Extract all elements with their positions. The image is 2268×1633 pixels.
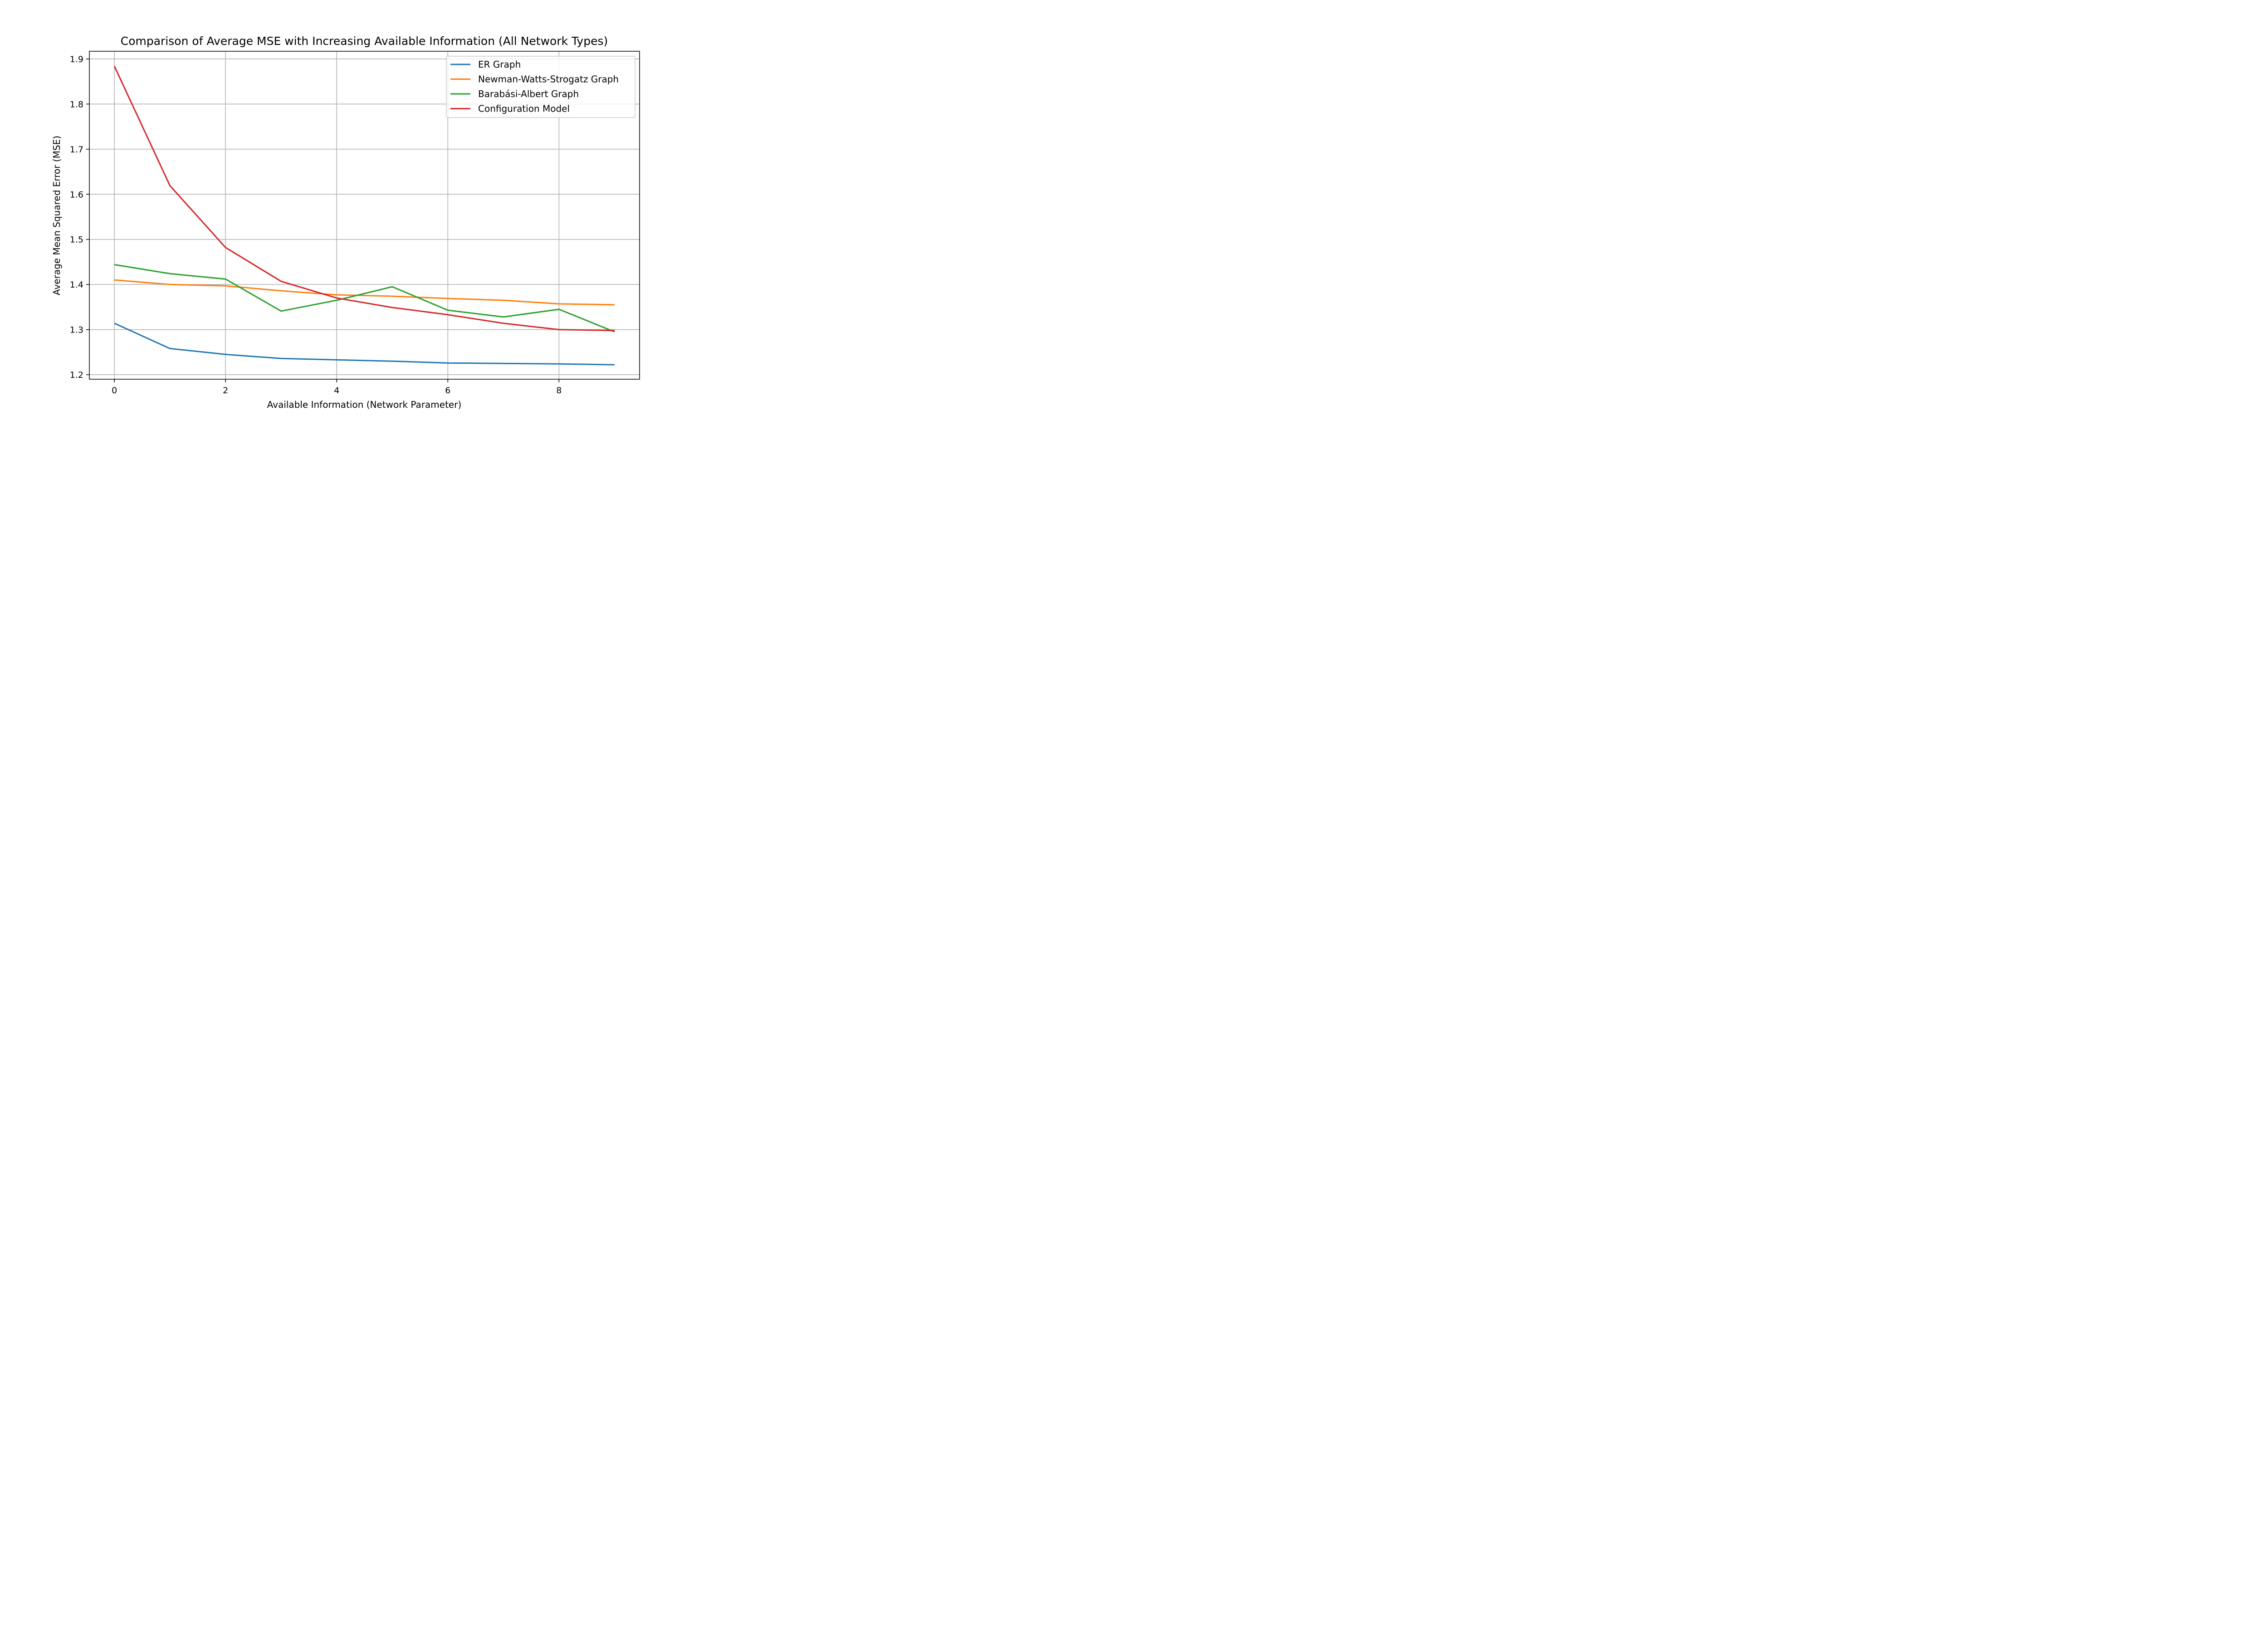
chart-title: Comparison of Average MSE with Increasin… xyxy=(121,34,608,48)
plot-frame xyxy=(89,51,640,380)
legend-label-er-graph: ER Graph xyxy=(478,59,521,70)
series-line-er-graph xyxy=(114,323,615,366)
y-tick-label: 1.4 xyxy=(70,280,83,290)
series-line-barab-si-albert-graph xyxy=(114,264,615,332)
x-tick-label: 2 xyxy=(223,386,228,396)
axis-ticks: 0 2 4 6 8 1.2 1.3 1.4 1.5 1.6 1.7 1.8 1.9 xyxy=(70,54,562,396)
line-chart: Comparison of Average MSE with Increasin… xyxy=(0,0,701,421)
series-lines xyxy=(113,66,615,366)
chart-container: Comparison of Average MSE with Increasin… xyxy=(0,0,701,421)
legend-label-barab-si-albert-graph: Barabási-Albert Graph xyxy=(478,88,579,99)
x-tick-label: 6 xyxy=(445,386,450,396)
legend: ER Graph Newman-Watts-Strogatz Graph Barab… xyxy=(446,56,635,118)
legend-box xyxy=(446,56,635,118)
y-tick-label: 1.5 xyxy=(70,235,83,245)
y-tick-label: 1.2 xyxy=(70,370,83,380)
x-tick-label: 0 xyxy=(112,386,117,396)
y-tick-label: 1.9 xyxy=(70,54,83,64)
x-tick-label: 8 xyxy=(556,386,562,396)
series-line-newman-watts-strogatz-graph xyxy=(114,279,615,306)
legend-label-configuration-model: Configuration Model xyxy=(478,103,570,114)
x-axis-label: Available Information (Network Parameter… xyxy=(267,399,462,410)
legend-label-newman-watts-strogatz-graph: Newman-Watts-Strogatz Graph xyxy=(478,74,619,85)
y-tick-label: 1.3 xyxy=(70,325,83,335)
y-axis-label: Average Mean Squared Error (MSE) xyxy=(51,136,62,295)
series-line-configuration-model xyxy=(113,66,615,332)
y-tick-label: 1.7 xyxy=(70,145,83,155)
x-tick-label: 4 xyxy=(334,386,339,396)
y-tick-label: 1.8 xyxy=(70,99,83,109)
y-tick-label: 1.6 xyxy=(70,190,83,200)
